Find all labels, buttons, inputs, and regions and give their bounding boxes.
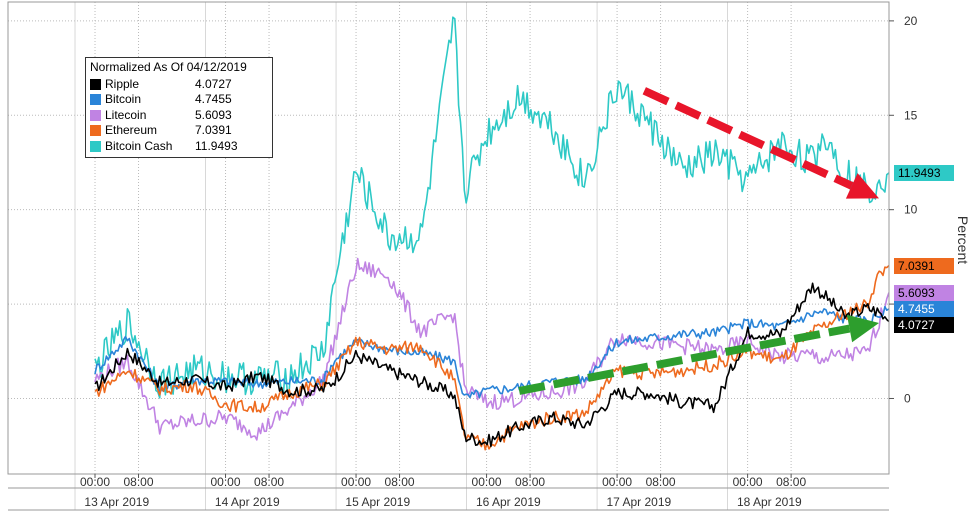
annotation-arrow-head: [845, 173, 879, 199]
series-line-litecoin: [94, 257, 889, 441]
last-value-tag: 4.0727: [894, 316, 954, 333]
last-value-tag: 5.6093: [894, 284, 954, 301]
series-layer: [94, 16, 889, 451]
y-tick-label: 20: [904, 14, 918, 28]
legend-swatch: [90, 109, 101, 121]
x-tick-label: 08:00: [515, 475, 545, 489]
legend-swatch: [90, 125, 101, 137]
x-tick-label: 08:00: [646, 475, 676, 489]
x-tick-label: 08:00: [776, 475, 806, 489]
legend-entry: Litecoin 5.6093: [90, 108, 268, 124]
x-tick-label: 08:00: [124, 475, 154, 489]
x-date-label: 15 Apr 2019: [345, 495, 410, 509]
y-axis-label: Percent: [955, 216, 971, 264]
y-axis: 05101520: [889, 14, 918, 405]
y-tick-label: 10: [904, 203, 918, 217]
last-value-tag: 4.7455: [894, 300, 954, 317]
legend-entry: Bitcoin 4.7455: [90, 92, 268, 108]
x-tick-label: 00:00: [211, 475, 241, 489]
legend-series-value: 5.6093: [195, 107, 232, 122]
legend-series-value: 7.0391: [195, 123, 232, 137]
series-line-bitcoin-cash: [94, 16, 889, 399]
legend-series-name: Ethereum: [105, 123, 158, 137]
series-line-bitcoin: [94, 305, 889, 399]
x-tick-label: 00:00: [472, 475, 502, 489]
legend-rows: Ripple 4.0727 Bitcoin 4.7455 Litecoin 5.6093 E…: [90, 77, 268, 155]
legend-swatch: [90, 94, 101, 106]
legend-swatch: [90, 78, 101, 90]
x-axis: 00:00 08:00 13 Apr 2019 00:00 08:00 14 Apr 20…: [8, 474, 889, 511]
annotation-arrow-head: [846, 314, 879, 343]
legend-entry: Ethereum 7.0391: [90, 123, 268, 139]
legend-entry: Bitcoin Cash 11.9493: [90, 139, 268, 155]
x-tick-label: 00:00: [602, 475, 632, 489]
annotation-layer: [518, 87, 879, 395]
x-date-label: 16 Apr 2019: [476, 495, 541, 509]
last-value-tag: 7.0391: [894, 257, 954, 274]
annotation-arrow-shaft: [642, 87, 854, 190]
x-date-label: 18 Apr 2019: [737, 495, 802, 509]
legend-series-value: 4.7455: [195, 92, 232, 106]
legend: Normalized As Of 04/12/2019 Ripple 4.0727…: [85, 57, 273, 158]
x-tick-label: 08:00: [385, 475, 415, 489]
grid-lines: [8, 2, 889, 510]
x-tick-label: 00:00: [733, 475, 763, 489]
legend-entry: Ripple 4.0727: [90, 77, 268, 93]
legend-title: Normalized As Of 04/12/2019: [90, 60, 247, 74]
x-tick-label: 00:00: [341, 475, 371, 489]
legend-series-value: 4.0727: [195, 76, 232, 91]
x-date-label: 17 Apr 2019: [606, 495, 671, 509]
legend-series-name: Ripple: [105, 76, 140, 91]
legend-swatch: [90, 140, 101, 152]
legend-series-name: Bitcoin Cash: [105, 138, 173, 153]
last-value-tag: 11.9493: [894, 164, 954, 181]
annotation-arrow-shaft: [518, 324, 851, 395]
x-date-label: 13 Apr 2019: [84, 495, 149, 509]
x-date-label: 14 Apr 2019: [215, 495, 280, 509]
y-tick-label: 15: [904, 108, 918, 122]
x-tick-label: 08:00: [254, 475, 284, 489]
legend-series-value: 11.9493: [195, 138, 238, 153]
legend-series-name: Litecoin: [105, 107, 147, 122]
series-line-ethereum: [94, 264, 889, 451]
legend-series-name: Bitcoin: [105, 92, 142, 106]
x-tick-label: 00:00: [80, 475, 110, 489]
y-tick-label: 0: [904, 391, 911, 405]
series-line-ripple: [94, 282, 889, 448]
plot-border: [7, 1, 890, 475]
